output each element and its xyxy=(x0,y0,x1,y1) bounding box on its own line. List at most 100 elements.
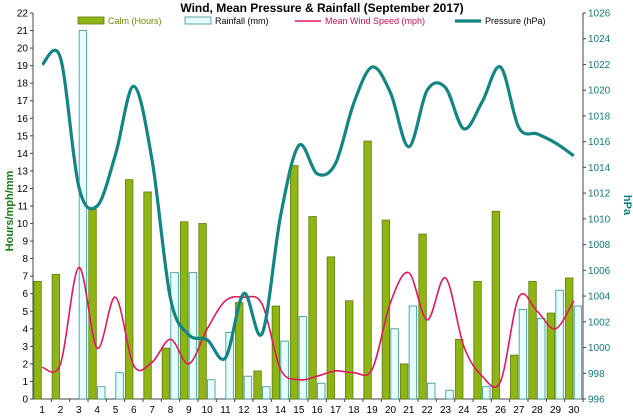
y-tick-label: 3 xyxy=(22,342,28,353)
y-tick-label: 15 xyxy=(17,131,29,142)
bar-rainfall-mm-day-23 xyxy=(445,389,454,400)
y-tick-label: 5 xyxy=(22,307,28,318)
bar-rainfall-mm-day-27 xyxy=(518,309,528,400)
y-tick-label: 22 xyxy=(17,9,29,20)
x-tick-label: 30 xyxy=(568,405,580,416)
x-tick-label: 29 xyxy=(550,405,562,416)
bar-calm-hours-day-17 xyxy=(326,256,336,400)
legend: Calm (Hours) Rainfall (mm) Mean Wind Speed… xyxy=(77,16,546,26)
points-mean-wind-speed-mph xyxy=(42,267,574,382)
x-tick-label: 4 xyxy=(94,405,100,416)
y-tick-label: 16 xyxy=(17,114,29,125)
x-tick-label: 19 xyxy=(367,405,379,416)
x-tick-label: 23 xyxy=(440,405,452,416)
x-tick-label: 8 xyxy=(168,405,174,416)
bar-rainfall-mm-day-4 xyxy=(97,386,106,400)
bar-calm-hours-day-29 xyxy=(546,312,556,400)
y-tick-label: 10 xyxy=(17,219,29,230)
x-tick-label: 20 xyxy=(385,405,397,416)
y-tick-label: 11 xyxy=(18,202,29,213)
bar-rainfall-mm-day-30 xyxy=(573,305,583,400)
x-tick-label: 1 xyxy=(39,405,45,416)
y2-tick-label: 1024 xyxy=(588,34,611,45)
x-tick-label: 10 xyxy=(202,405,214,416)
legend-item-calm-hours: Calm (Hours) xyxy=(77,16,162,26)
bar-calm-hours-day-1 xyxy=(33,281,42,400)
y-tick-label: 18 xyxy=(17,79,29,90)
x-tick-label: 22 xyxy=(422,405,434,416)
bar-rainfall-mm-day-22 xyxy=(427,382,436,400)
y2-tick-label: 1014 xyxy=(588,163,611,174)
bar-calm-hours-day-25 xyxy=(473,281,482,400)
bar-rainfall-mm-day-20 xyxy=(390,328,399,400)
bar-rainfall-mm-day-25 xyxy=(482,386,491,400)
bar-rainfall-mm-day-8 xyxy=(170,272,179,400)
y2-tick-label: 1004 xyxy=(588,292,611,303)
x-tick-label: 24 xyxy=(458,405,470,416)
chart-title: Wind, Mean Pressure & Rainfall (Septembe… xyxy=(180,1,463,15)
bar-calm-hours-day-22 xyxy=(418,233,427,400)
bar-calm-hours-day-10 xyxy=(198,223,207,400)
y-tick-label: 21 xyxy=(17,26,29,37)
bar-calm-hours-day-16 xyxy=(308,216,317,400)
legend-swatch xyxy=(77,16,105,25)
legend-item-rainfall-mm: Rainfall (mm) xyxy=(184,16,269,26)
y2-tick-label: 1020 xyxy=(588,86,611,97)
x-tick-label: 16 xyxy=(312,405,324,416)
x-tick-label: 13 xyxy=(257,405,269,416)
bar-calm-hours-day-9 xyxy=(180,221,189,400)
y2-tick-label: 1008 xyxy=(588,240,611,251)
bar-rainfall-mm-day-28 xyxy=(537,317,546,400)
legend-item-pressure-hpa: Pressure (hPa) xyxy=(455,16,546,26)
x-tick-label: 3 xyxy=(76,405,82,416)
bar-calm-hours-day-24 xyxy=(455,338,464,400)
y-tick-label: 19 xyxy=(17,61,29,72)
legend-item-mean-wind-speed-mph: Mean Wind Speed (mph) xyxy=(295,16,425,26)
y2-axis-title: hPa xyxy=(621,195,633,216)
bar-calm-hours-day-4 xyxy=(88,209,97,400)
x-tick-label: 12 xyxy=(238,405,250,416)
y2-tick-label: 996 xyxy=(588,395,605,406)
bar-rainfall-mm-day-21 xyxy=(408,305,418,400)
bar-rainfall-mm-day-10 xyxy=(207,379,216,400)
legend-label: Mean Wind Speed (mph) xyxy=(325,16,425,26)
y-tick-label: 8 xyxy=(22,254,28,265)
bar-rainfall-mm-day-12 xyxy=(243,375,253,400)
x-tick-label: 5 xyxy=(113,405,119,416)
x-tick-label: 25 xyxy=(477,405,489,416)
y-tick-label: 17 xyxy=(17,96,29,107)
x-tick-label: 15 xyxy=(293,405,305,416)
bar-rainfall-mm-day-11 xyxy=(225,331,234,400)
bar-calm-hours-day-30 xyxy=(565,277,574,400)
bar-rainfall-mm-day-15 xyxy=(298,316,308,400)
x-tick-label: 28 xyxy=(532,405,544,416)
bar-calm-hours-day-7 xyxy=(143,191,152,400)
y2-tick-label: 1012 xyxy=(588,189,611,200)
y2-tick-label: 1026 xyxy=(588,9,611,20)
x-tick-label: 11 xyxy=(220,405,231,416)
y-tick-label: 20 xyxy=(17,44,29,55)
series-rainfall-mm xyxy=(78,30,583,400)
x-tick-label: 17 xyxy=(330,405,342,416)
x-tick-label: 27 xyxy=(513,405,525,416)
bar-calm-hours-day-26 xyxy=(491,210,501,400)
y-tick-label: 0 xyxy=(22,395,28,406)
x-tick-label: 18 xyxy=(348,405,360,416)
bar-calm-hours-day-27 xyxy=(510,354,519,400)
bar-calm-hours-day-19 xyxy=(363,140,372,400)
bar-calm-hours-day-6 xyxy=(125,179,134,400)
y-axis-title: Hours/mph/mm xyxy=(4,170,16,251)
legend-swatch xyxy=(184,16,212,25)
y2-tick-label: 1006 xyxy=(588,266,611,277)
legend-label: Rainfall (mm) xyxy=(215,16,269,26)
legend-label: Pressure (hPa) xyxy=(485,16,546,26)
y2-tick-label: 1000 xyxy=(588,343,611,354)
x-tick-label: 6 xyxy=(131,405,137,416)
bar-calm-hours-day-18 xyxy=(345,300,354,400)
bar-calm-hours-day-13 xyxy=(253,370,262,400)
bar-calm-hours-day-20 xyxy=(381,219,391,400)
line-pressure-hpa xyxy=(41,48,575,361)
y-tick-label: 13 xyxy=(17,166,29,177)
x-tick-label: 2 xyxy=(58,405,64,416)
